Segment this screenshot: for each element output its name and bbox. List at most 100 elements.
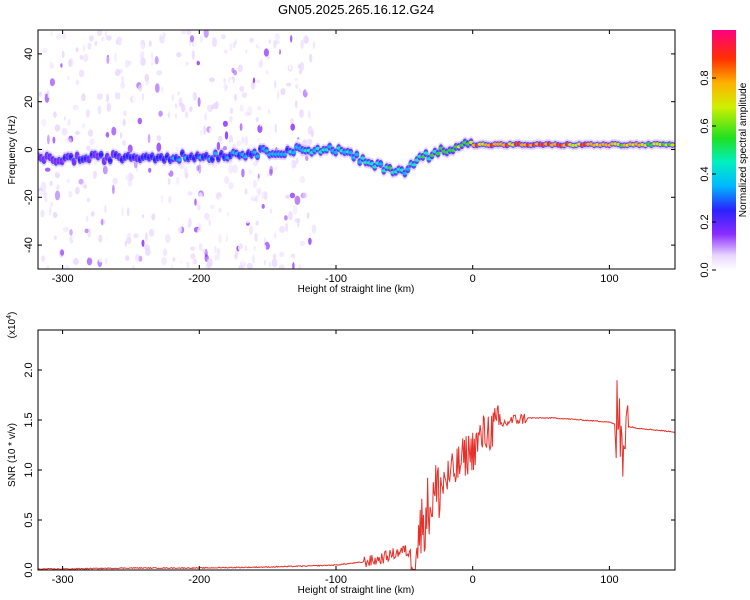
noise-point <box>43 230 49 238</box>
noise-point <box>43 190 47 198</box>
noise-point <box>257 100 263 111</box>
noise-point <box>234 182 239 191</box>
noise-point <box>235 249 239 259</box>
noise-point <box>137 117 143 125</box>
noise-point <box>49 180 53 187</box>
noise-point <box>234 93 237 102</box>
noise-point <box>97 105 102 115</box>
noise-point <box>160 36 165 44</box>
noise-point <box>276 47 280 55</box>
noise-point <box>144 73 150 82</box>
snr-x-label: Height of straight line (km) <box>298 585 415 596</box>
noise-point <box>288 211 293 221</box>
noise-point <box>191 257 195 267</box>
noise-point <box>247 234 251 244</box>
noise-point <box>198 242 203 252</box>
noise-point <box>300 192 306 199</box>
noise-point <box>56 33 62 40</box>
noise-point <box>67 119 71 126</box>
noise-point <box>145 232 148 242</box>
noise-point <box>168 195 172 204</box>
noise-point <box>236 140 242 147</box>
noise-point <box>66 68 68 75</box>
x-tick-label: -300 <box>52 273 74 285</box>
noise-point <box>262 39 267 47</box>
noise-point <box>54 92 58 100</box>
noise-point <box>175 139 182 144</box>
noise-point <box>305 155 309 161</box>
noise-point <box>203 102 206 111</box>
ridge-core <box>68 155 74 159</box>
noise-point <box>269 208 273 214</box>
noise-point <box>194 198 197 206</box>
noise-point <box>258 189 261 197</box>
noise-point <box>221 232 228 242</box>
noise-point <box>161 124 165 133</box>
noise-point <box>302 192 308 199</box>
noise-point <box>216 251 220 261</box>
ridge-core <box>177 158 182 162</box>
noise-point <box>244 111 251 117</box>
noise-point <box>280 88 286 96</box>
noise-point <box>51 56 57 65</box>
noise-point <box>208 188 213 194</box>
noise-point <box>214 89 221 99</box>
noise-point <box>199 166 204 173</box>
x-tick-label: 0 <box>470 574 476 586</box>
noise-point <box>229 115 233 123</box>
ridge-core <box>255 154 260 158</box>
x-tick-label: -100 <box>325 574 347 586</box>
colorbar-label: Normalized spectral amplitude <box>738 82 749 217</box>
noise-point <box>231 211 236 219</box>
noise-point <box>305 84 312 94</box>
ridge-core <box>348 151 353 155</box>
noise-point <box>261 73 268 78</box>
noise-point <box>290 111 296 119</box>
noise-point <box>129 67 132 76</box>
noise-point <box>209 204 215 209</box>
noise-point <box>146 59 151 68</box>
noise-point <box>69 64 73 75</box>
noise-point <box>189 128 194 138</box>
noise-point <box>145 177 149 186</box>
noise-point <box>233 69 238 76</box>
noise-point <box>253 144 258 150</box>
noise-point <box>243 208 249 217</box>
colorbar-tick-label: 0.6 <box>699 118 711 133</box>
noise-point <box>238 264 244 269</box>
noise-point <box>41 118 47 127</box>
noise-point <box>71 84 76 90</box>
ridge-core <box>399 168 405 172</box>
noise-point <box>214 245 217 254</box>
noise-point <box>237 64 243 73</box>
noise-point <box>143 102 148 110</box>
noise-point <box>164 124 170 132</box>
noise-point <box>127 191 130 199</box>
noise-point <box>189 106 193 112</box>
noise-point <box>113 203 118 210</box>
noise-point <box>264 186 270 193</box>
colorbar-tick-label: 0.4 <box>699 166 711 181</box>
noise-point <box>283 241 287 249</box>
noise-point <box>81 123 86 129</box>
noise-point <box>218 196 225 202</box>
noise-point <box>171 93 175 102</box>
noise-point <box>295 157 299 164</box>
noise-point <box>106 102 111 113</box>
noise-point <box>105 230 110 240</box>
noise-point <box>264 57 269 65</box>
noise-point <box>114 92 119 100</box>
ridge-core <box>86 157 92 161</box>
noise-point <box>276 139 280 150</box>
noise-point <box>75 47 79 52</box>
noise-point <box>188 217 192 228</box>
noise-point <box>122 175 127 180</box>
noise-point <box>47 134 50 145</box>
noise-point <box>157 206 162 211</box>
noise-point <box>268 39 271 44</box>
noise-point <box>201 55 206 63</box>
noise-point <box>225 85 228 90</box>
noise-point <box>184 172 189 179</box>
noise-point <box>141 188 144 197</box>
noise-point <box>261 204 265 209</box>
